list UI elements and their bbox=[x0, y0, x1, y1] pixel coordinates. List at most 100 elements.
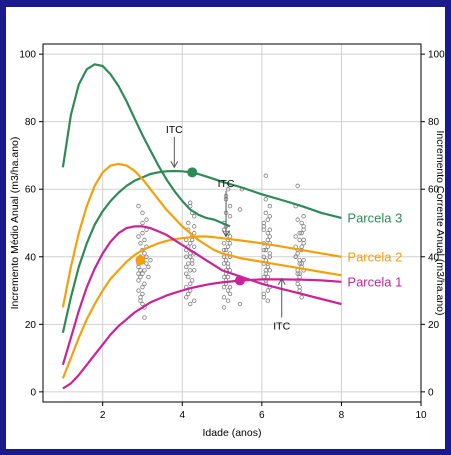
y-tick-label-left: 0 bbox=[30, 387, 36, 398]
y-tick-label-right: 80 bbox=[428, 117, 440, 128]
data-point bbox=[225, 261, 231, 266]
data-point bbox=[142, 315, 147, 320]
y-tick-label-left: 100 bbox=[19, 50, 36, 61]
data-point bbox=[261, 247, 267, 253]
data-point bbox=[188, 301, 193, 307]
y-tick-label-left: 40 bbox=[25, 252, 37, 263]
series-label-parcela-2: Parcela 2 bbox=[347, 249, 402, 264]
y-tick-label-right: 20 bbox=[428, 320, 440, 331]
data-point bbox=[297, 237, 302, 243]
itc-label: ITC bbox=[273, 321, 290, 333]
data-point bbox=[136, 234, 141, 239]
data-point bbox=[265, 288, 271, 293]
data-point bbox=[221, 261, 227, 266]
data-point bbox=[184, 295, 189, 300]
data-point bbox=[265, 230, 271, 236]
data-point bbox=[186, 291, 191, 297]
data-point bbox=[227, 203, 233, 209]
x-tick-label: 8 bbox=[339, 410, 345, 421]
x-tick-label: 10 bbox=[415, 410, 427, 421]
data-point bbox=[184, 254, 189, 259]
data-point bbox=[140, 291, 145, 297]
data-point bbox=[136, 288, 141, 293]
data-point bbox=[261, 291, 267, 297]
x-tick-label: 4 bbox=[179, 410, 185, 421]
data-point bbox=[138, 295, 143, 300]
data-point bbox=[221, 274, 227, 280]
data-point bbox=[221, 305, 227, 310]
data-point bbox=[227, 214, 233, 219]
data-point bbox=[301, 257, 306, 263]
data-point bbox=[237, 301, 243, 307]
series-line-ica-parcela-3 bbox=[61, 63, 231, 228]
y-axis-title-right: Incremento Corrente Anual (m3/ha.ano) bbox=[434, 130, 445, 315]
data-point bbox=[225, 244, 231, 249]
data-point bbox=[261, 254, 267, 259]
data-point bbox=[265, 298, 271, 303]
x-tick-label: 2 bbox=[100, 410, 106, 421]
data-point bbox=[295, 251, 300, 256]
data-point bbox=[188, 251, 193, 256]
data-point bbox=[293, 234, 298, 239]
data-point bbox=[136, 271, 141, 276]
data-point bbox=[301, 214, 306, 219]
itc-arrowhead bbox=[277, 277, 286, 285]
data-point bbox=[186, 220, 191, 226]
data-point bbox=[301, 237, 306, 243]
data-point bbox=[225, 298, 231, 303]
data-point bbox=[299, 220, 304, 226]
data-point bbox=[267, 203, 272, 209]
data-point bbox=[138, 241, 143, 246]
data-point bbox=[136, 278, 141, 283]
data-point bbox=[299, 230, 304, 236]
data-point bbox=[225, 187, 231, 192]
data-point bbox=[227, 241, 233, 246]
series-lines bbox=[61, 63, 342, 390]
data-point bbox=[295, 281, 300, 286]
data-point bbox=[148, 257, 153, 263]
data-point bbox=[225, 274, 231, 280]
data-point bbox=[221, 247, 227, 253]
data-point bbox=[146, 264, 151, 270]
y-tick-label-left: 20 bbox=[25, 320, 37, 331]
data-point bbox=[267, 268, 272, 273]
data-point bbox=[188, 200, 193, 205]
plot-border bbox=[42, 43, 422, 403]
data-point bbox=[142, 281, 147, 286]
data-point bbox=[265, 217, 271, 222]
data-point bbox=[261, 274, 267, 280]
data-point bbox=[263, 268, 269, 273]
series-label-parcela-1: Parcela 1 bbox=[347, 274, 402, 289]
data-point bbox=[191, 224, 197, 229]
data-point bbox=[140, 284, 145, 290]
data-point bbox=[144, 217, 149, 222]
data-point bbox=[221, 295, 227, 300]
data-point bbox=[295, 217, 300, 222]
y-tick-label-left: 60 bbox=[25, 185, 37, 196]
data-point bbox=[263, 247, 269, 253]
data-point bbox=[225, 288, 231, 293]
y-tick-label-right: 100 bbox=[428, 50, 445, 61]
x-tick-label: 6 bbox=[259, 410, 265, 421]
data-point bbox=[138, 268, 143, 273]
series-line-ica-parcela-1 bbox=[61, 225, 342, 366]
max-point-parcela-2 bbox=[135, 255, 146, 266]
y-tick-label-right: 0 bbox=[428, 387, 434, 398]
data-point bbox=[142, 251, 147, 256]
data-point bbox=[188, 241, 193, 246]
data-point bbox=[261, 224, 267, 229]
data-point bbox=[138, 274, 143, 280]
x-axis-title: Idade (anos) bbox=[203, 427, 262, 439]
data-point bbox=[142, 268, 147, 273]
data-point bbox=[265, 237, 271, 243]
data-point bbox=[263, 210, 269, 216]
series-line-ica-parcela-2 bbox=[61, 162, 342, 308]
data-point bbox=[297, 261, 302, 266]
data-point bbox=[140, 210, 145, 216]
data-point bbox=[191, 244, 197, 249]
data-point bbox=[186, 274, 191, 280]
data-point bbox=[142, 237, 147, 243]
chart-panel: 2 4 6 8 10 0 0 20 20 40 40 60 60 80 80 100 100 Parcela 3… bbox=[6, 7, 445, 449]
data-point bbox=[297, 284, 302, 290]
